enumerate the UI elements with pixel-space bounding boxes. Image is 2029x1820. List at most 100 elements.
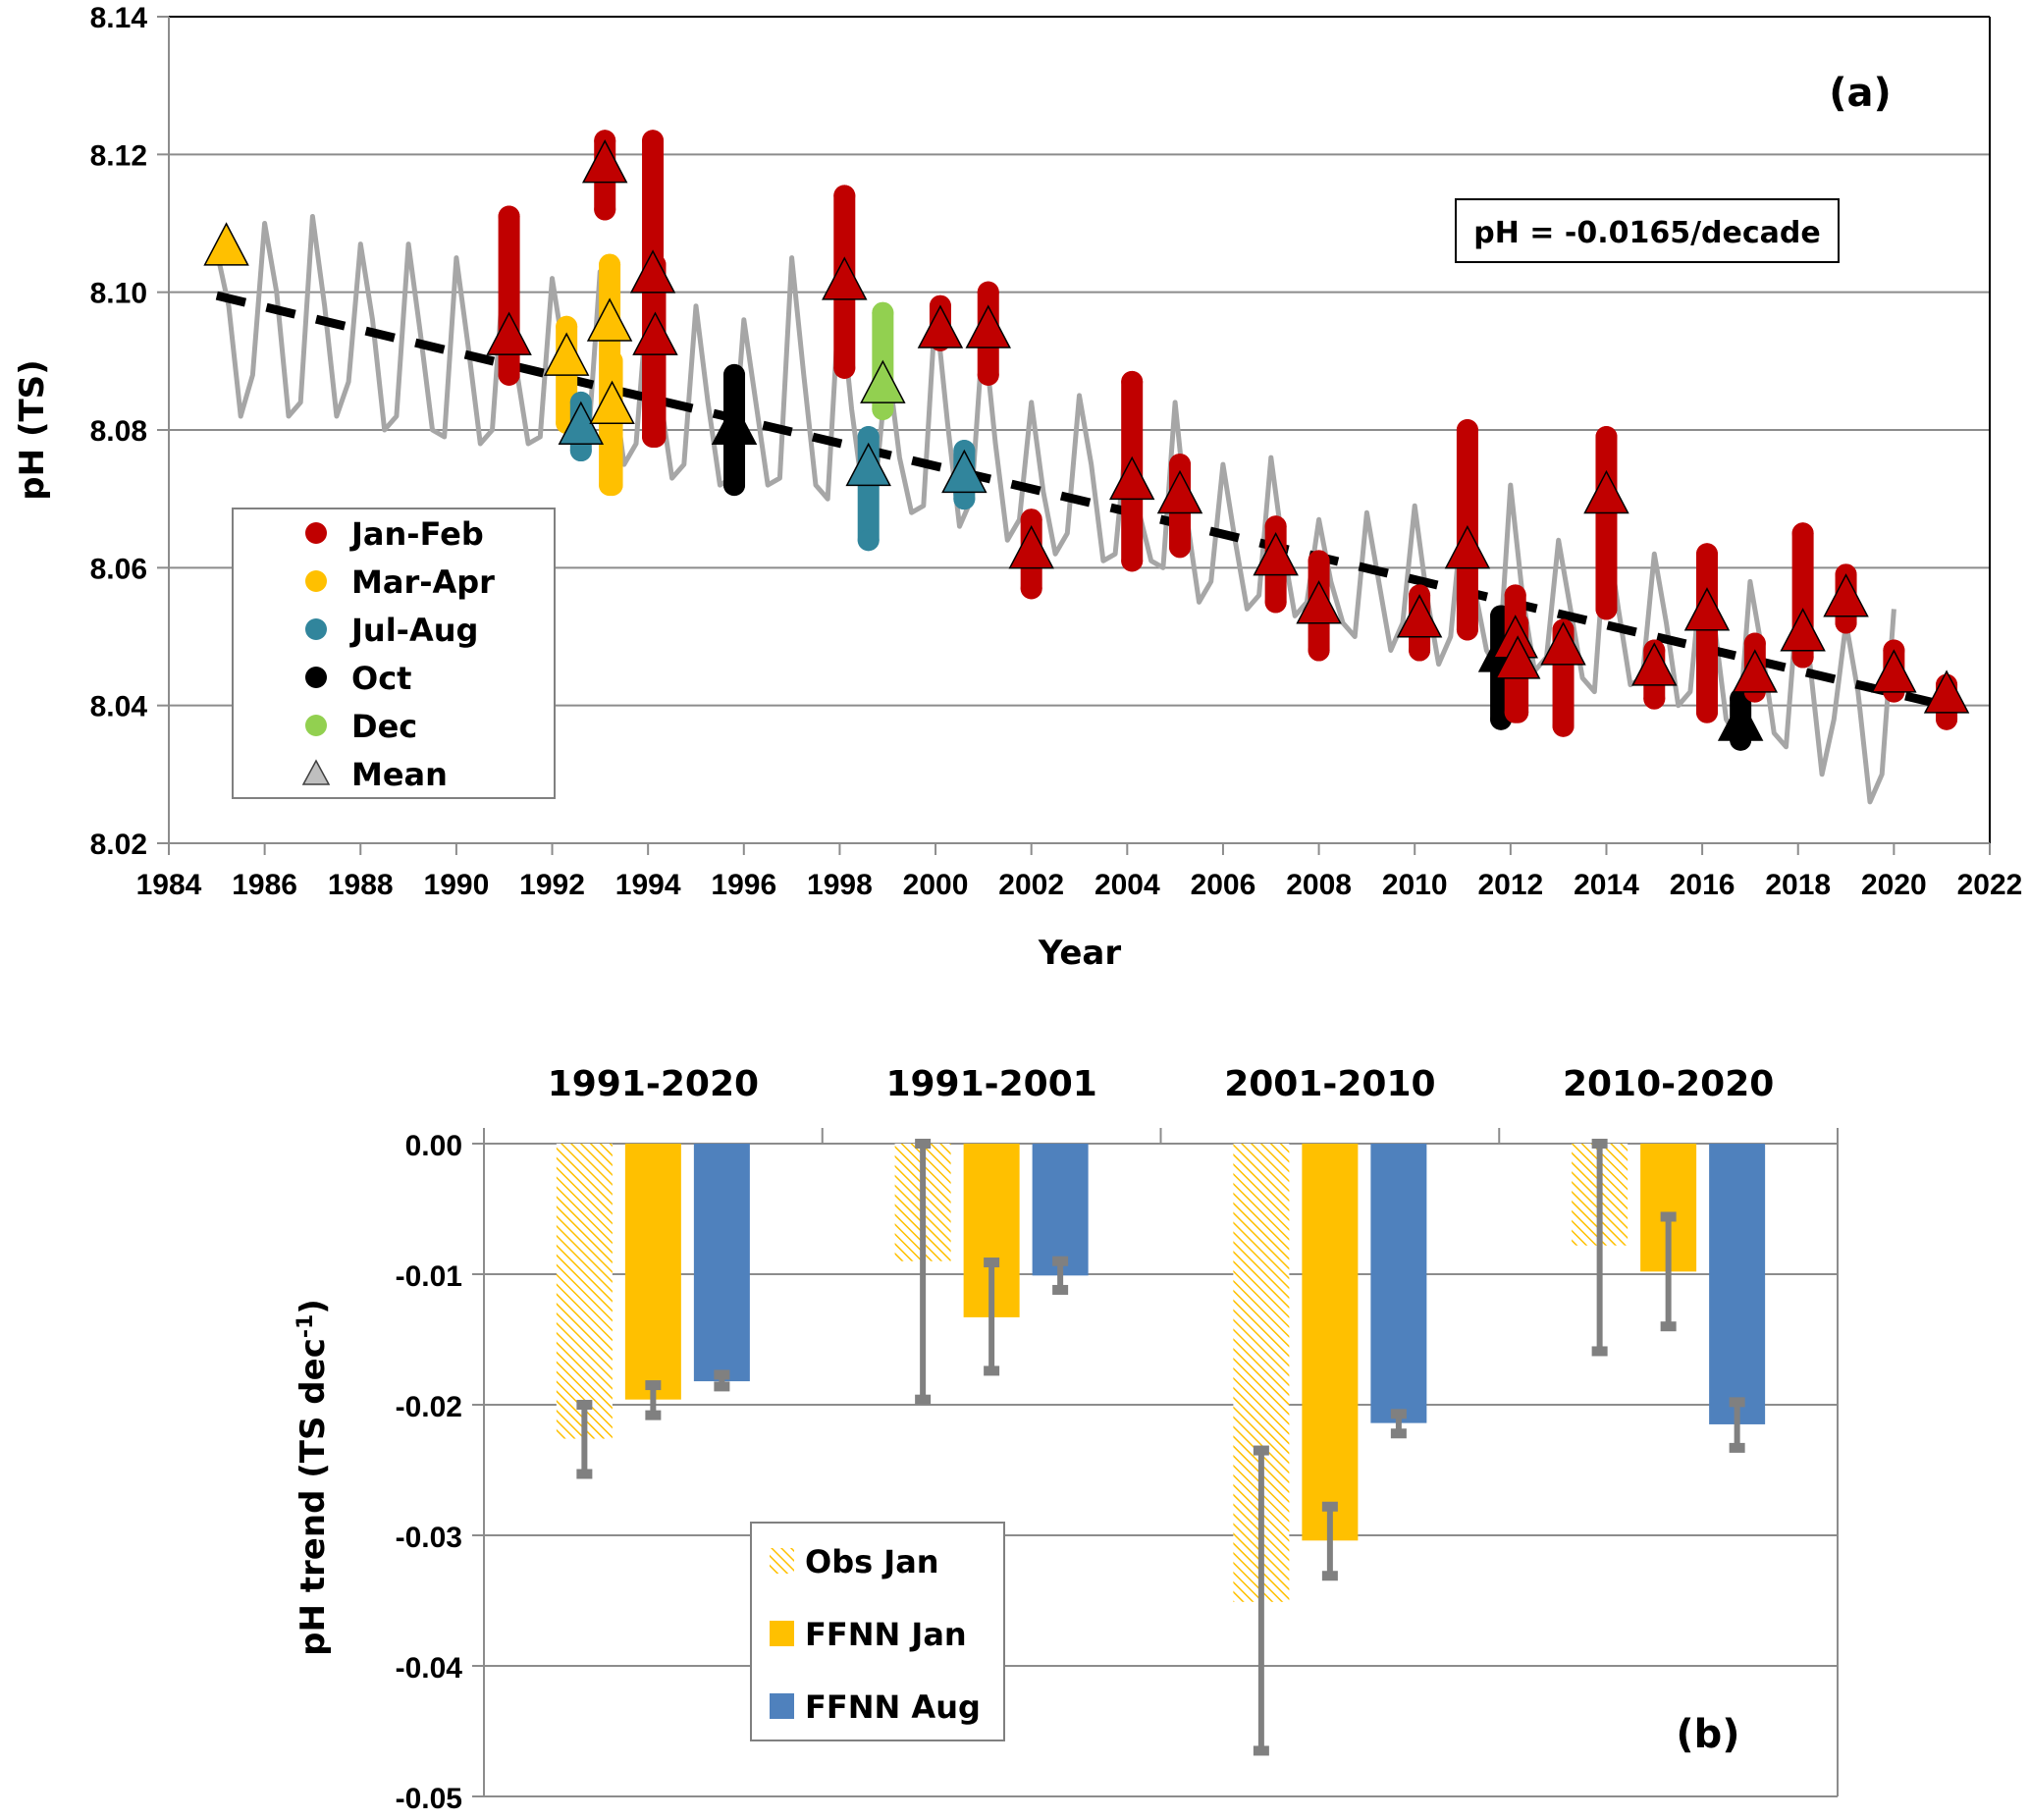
error-cap xyxy=(1253,1745,1269,1756)
legend-marker-mar-apr xyxy=(305,570,327,592)
panel-b-y-tick-labels: 0.00 -0.01 -0.02 -0.03 -0.04 -0.05 xyxy=(396,1130,463,1815)
bar-obs-jan xyxy=(556,1144,613,1439)
x-tick-label-a: 2020 xyxy=(1861,869,1927,901)
observation-point xyxy=(1169,454,1192,476)
observation-point xyxy=(498,205,520,228)
mean-triangle xyxy=(543,332,590,376)
observation-point xyxy=(977,363,999,386)
legend-label: Dec xyxy=(351,708,417,745)
trend-annotation-box: pH = -0.0165/decade xyxy=(1455,198,1840,263)
trend-line xyxy=(215,291,1952,712)
mean-triangle xyxy=(917,304,964,348)
observation-point xyxy=(1020,509,1042,531)
legend-label: FFNN Aug xyxy=(805,1688,981,1726)
bar-ffnn-jan xyxy=(1302,1144,1359,1541)
error-cap xyxy=(576,1469,593,1479)
observation-point xyxy=(1504,584,1526,607)
error-cap xyxy=(714,1381,730,1392)
y-tick-label-b: 0.00 xyxy=(405,1130,462,1162)
observation-point xyxy=(723,474,746,497)
error-cap xyxy=(714,1369,730,1380)
x-tick-label-a: 2016 xyxy=(1670,869,1735,901)
mean-triangle xyxy=(629,249,676,294)
category-label: 2001-2010 xyxy=(1224,1064,1435,1104)
panel-label-a: (a) xyxy=(1829,71,1892,116)
panel-label-b: (b) xyxy=(1676,1712,1739,1757)
observation-point xyxy=(642,130,665,152)
mean-triangle xyxy=(1444,524,1491,569)
mean-triangle xyxy=(632,311,678,355)
observation-point xyxy=(857,529,880,552)
y-tick-label-b: -0.05 xyxy=(396,1783,462,1815)
legend-b: Obs Jan FFNN Jan FFNN Aug xyxy=(750,1522,1005,1741)
mean-triangle xyxy=(860,359,906,403)
observation-point xyxy=(723,363,746,386)
error-cap xyxy=(1321,1571,1338,1581)
observation-point xyxy=(1308,550,1330,572)
legend-label: Oct xyxy=(351,660,411,697)
legend-marker-dec xyxy=(305,715,327,736)
observation-point xyxy=(1456,419,1478,441)
mean-triangle xyxy=(845,442,891,487)
observation-point xyxy=(1121,370,1144,393)
mean-triangle xyxy=(1631,642,1678,686)
mean-triangle xyxy=(1108,455,1155,501)
observation-point xyxy=(1791,646,1814,669)
y-tick-label-a: 8.08 xyxy=(90,415,147,448)
observation-point xyxy=(1835,612,1857,634)
bar-ffnn-aug xyxy=(1370,1144,1427,1423)
x-tick-label-a: 1996 xyxy=(711,869,776,901)
observation-point xyxy=(1456,618,1478,641)
error-cap xyxy=(1660,1321,1677,1332)
legend-label: Mar-Apr xyxy=(351,563,495,601)
legend-marker-jan-feb xyxy=(305,522,327,544)
mean-triangle xyxy=(1717,697,1764,741)
error-cap xyxy=(1591,1139,1608,1149)
category-label: 1991-2020 xyxy=(548,1064,759,1104)
mean-triangle xyxy=(1156,469,1203,514)
mean-triangle xyxy=(1780,608,1826,652)
error-cap xyxy=(645,1380,662,1391)
observation-point xyxy=(1695,701,1718,723)
mean-triangle xyxy=(711,401,758,446)
error-cap xyxy=(1052,1284,1069,1295)
category-label: 2010-2020 xyxy=(1563,1064,1774,1104)
error-cap xyxy=(915,1394,932,1405)
observation-point xyxy=(569,440,592,462)
legend-a: Jan-Feb Mar-Apr Jul-Aug Oct Dec Mean xyxy=(232,508,556,799)
mean-triangle xyxy=(486,311,532,355)
mean-triangle xyxy=(1583,469,1629,514)
y-tick-label-a: 8.06 xyxy=(90,553,147,585)
y-axis-title-a: pH (TS) xyxy=(13,359,52,500)
legend-label: Jul-Aug xyxy=(349,612,478,649)
observation-point xyxy=(833,356,856,379)
mean-triangles xyxy=(203,139,1970,741)
panel-b-axes xyxy=(483,1128,1839,1796)
x-tick-label-a: 1986 xyxy=(232,869,297,901)
error-cap xyxy=(1390,1428,1407,1439)
x-tick-label-a: 2006 xyxy=(1191,869,1256,901)
observation-point xyxy=(1507,701,1529,723)
error-cap xyxy=(1591,1346,1608,1357)
mean-triangle xyxy=(1732,649,1779,693)
legend-swatch-ffnn-jan xyxy=(770,1621,794,1646)
x-tick-label-a: 2010 xyxy=(1382,869,1448,901)
observation-point xyxy=(1121,550,1144,572)
bar-ffnn-aug xyxy=(693,1144,750,1382)
error-cap xyxy=(984,1365,1000,1376)
panel-a-axes xyxy=(168,16,1991,855)
observation-point xyxy=(1936,708,1958,730)
observation-point xyxy=(556,315,578,338)
error-cap xyxy=(645,1410,662,1420)
observation-point xyxy=(872,301,894,324)
legend-swatch-obs-jan xyxy=(770,1548,794,1574)
observation-point xyxy=(1695,543,1718,565)
legend-label: FFNN Jan xyxy=(805,1616,967,1653)
mean-triangle xyxy=(941,449,988,494)
observation-point xyxy=(1264,515,1287,538)
legend-marker-mean-triangle xyxy=(301,759,331,785)
legend-label: Jan-Feb xyxy=(349,515,484,553)
x-tick-label-a: 2018 xyxy=(1765,869,1831,901)
mean-triangle xyxy=(1923,669,1970,714)
panel-b: 0.00-0.01-0.02-0.03-0.04-0.05 1991-2020 1… xyxy=(294,1064,1839,1815)
